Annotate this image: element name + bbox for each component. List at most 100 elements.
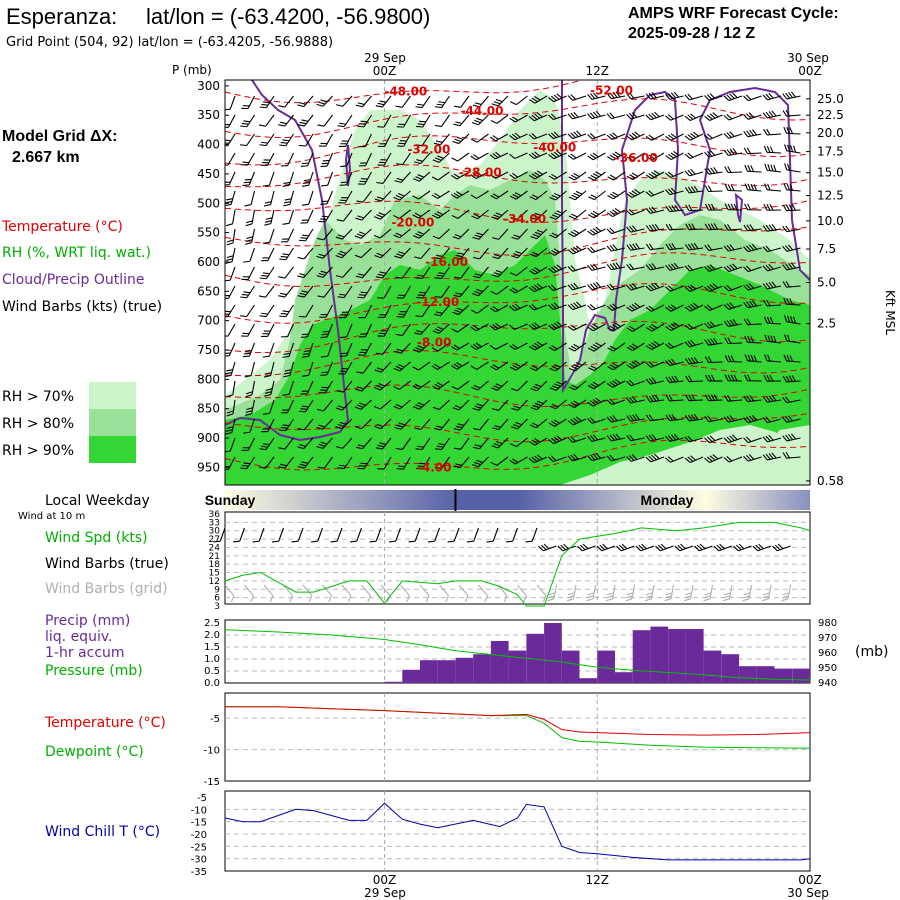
barb-staff xyxy=(708,152,723,158)
barb-staff xyxy=(230,190,236,205)
barb-staff xyxy=(593,209,606,219)
barb-feather xyxy=(297,256,305,260)
wind-barb xyxy=(374,209,392,220)
barb-feather xyxy=(782,375,788,383)
barb-feather xyxy=(706,321,713,328)
barb-staff xyxy=(403,133,411,147)
barb-feather xyxy=(299,144,306,147)
barb-staff xyxy=(439,584,449,597)
wind-barb xyxy=(261,418,275,433)
barb-feather xyxy=(670,92,677,99)
barb-staff xyxy=(267,418,275,432)
barb-staff xyxy=(246,304,255,317)
barb-feather xyxy=(434,106,442,109)
barb-staff xyxy=(718,545,733,552)
barb-feather xyxy=(398,294,406,297)
barb-feather xyxy=(245,394,253,398)
barb-staff xyxy=(592,228,606,236)
barb-feather xyxy=(690,186,696,193)
barb-feather xyxy=(587,230,594,236)
barb-feather xyxy=(665,394,671,402)
barb-staff xyxy=(517,380,528,392)
barb-feather xyxy=(259,144,267,147)
barb-feather xyxy=(243,431,251,434)
barb-feather xyxy=(471,463,479,468)
barb-feather xyxy=(241,107,249,110)
wind-barb xyxy=(472,437,489,450)
barb-feather xyxy=(261,445,268,448)
barb-feather xyxy=(495,270,503,274)
barb-feather xyxy=(436,103,444,106)
wind-barb xyxy=(297,247,314,260)
barb-feather xyxy=(453,428,461,431)
barb-staff xyxy=(326,361,334,376)
barb-feather xyxy=(712,283,719,289)
barb-feather xyxy=(743,246,749,252)
barb-feather xyxy=(549,234,556,239)
barb-staff xyxy=(343,114,353,127)
barb-feather xyxy=(626,93,632,100)
barb-staff xyxy=(534,437,548,446)
wind-barb xyxy=(665,433,684,442)
barb-staff xyxy=(360,228,372,239)
wind-barb xyxy=(763,299,782,307)
barb-feather xyxy=(628,209,635,215)
barb-feather xyxy=(225,223,233,227)
wind-barb xyxy=(685,204,704,212)
barb-feather xyxy=(320,270,328,274)
barb-feather xyxy=(259,448,267,451)
barb-feather xyxy=(769,203,774,211)
barb-feather xyxy=(723,286,730,292)
barb-feather xyxy=(454,105,461,108)
barb-staff xyxy=(553,304,567,311)
barb-staff xyxy=(285,304,294,318)
wind-barb-true xyxy=(525,527,538,543)
barb-feather xyxy=(667,285,674,291)
barb-feather xyxy=(509,366,517,371)
barb-feather xyxy=(335,254,343,259)
wind-barb xyxy=(492,228,509,240)
barb-staff xyxy=(250,190,256,205)
barb-feather xyxy=(746,130,752,137)
barb-feather xyxy=(493,101,501,105)
wind-barb xyxy=(510,437,528,448)
barb-feather xyxy=(300,165,308,167)
wind-barb xyxy=(723,302,743,310)
temperature-contour-label: -44.00 xyxy=(461,104,504,118)
barb-feather xyxy=(665,326,672,332)
wind-barb xyxy=(626,209,645,216)
barb-feather xyxy=(592,434,599,441)
barb-feather xyxy=(575,190,583,195)
barb-staff xyxy=(247,95,255,109)
barb-feather xyxy=(495,212,503,216)
barb-feather xyxy=(355,275,363,279)
barb-staff xyxy=(630,399,645,404)
wind-barb xyxy=(358,323,372,338)
barb-feather xyxy=(631,172,639,177)
barb-feather xyxy=(628,112,635,119)
barb-feather xyxy=(693,242,699,250)
wind-tick-label: 12 xyxy=(209,577,220,587)
barb-feather xyxy=(301,184,309,187)
wind-barb xyxy=(511,399,528,411)
barb-staff xyxy=(380,247,392,259)
barb-feather xyxy=(784,163,788,170)
barb-staff xyxy=(399,361,411,372)
wind-barb xyxy=(355,95,372,108)
barb-staff xyxy=(748,266,762,273)
wind-barb xyxy=(393,399,411,410)
barb-staff xyxy=(341,399,353,411)
barb-feather xyxy=(704,305,710,311)
barb-feather xyxy=(724,184,729,191)
barb-feather xyxy=(589,304,596,310)
barb-feather xyxy=(648,434,654,441)
barb-feather xyxy=(588,367,595,372)
barb-feather xyxy=(474,102,482,105)
barb-feather xyxy=(473,256,480,260)
barb-feather xyxy=(651,395,657,402)
barb-feather xyxy=(232,540,240,543)
wind-barb xyxy=(300,380,314,395)
wind-barb xyxy=(374,247,392,259)
barb-staff xyxy=(534,95,548,104)
wind-barb xyxy=(509,190,528,200)
